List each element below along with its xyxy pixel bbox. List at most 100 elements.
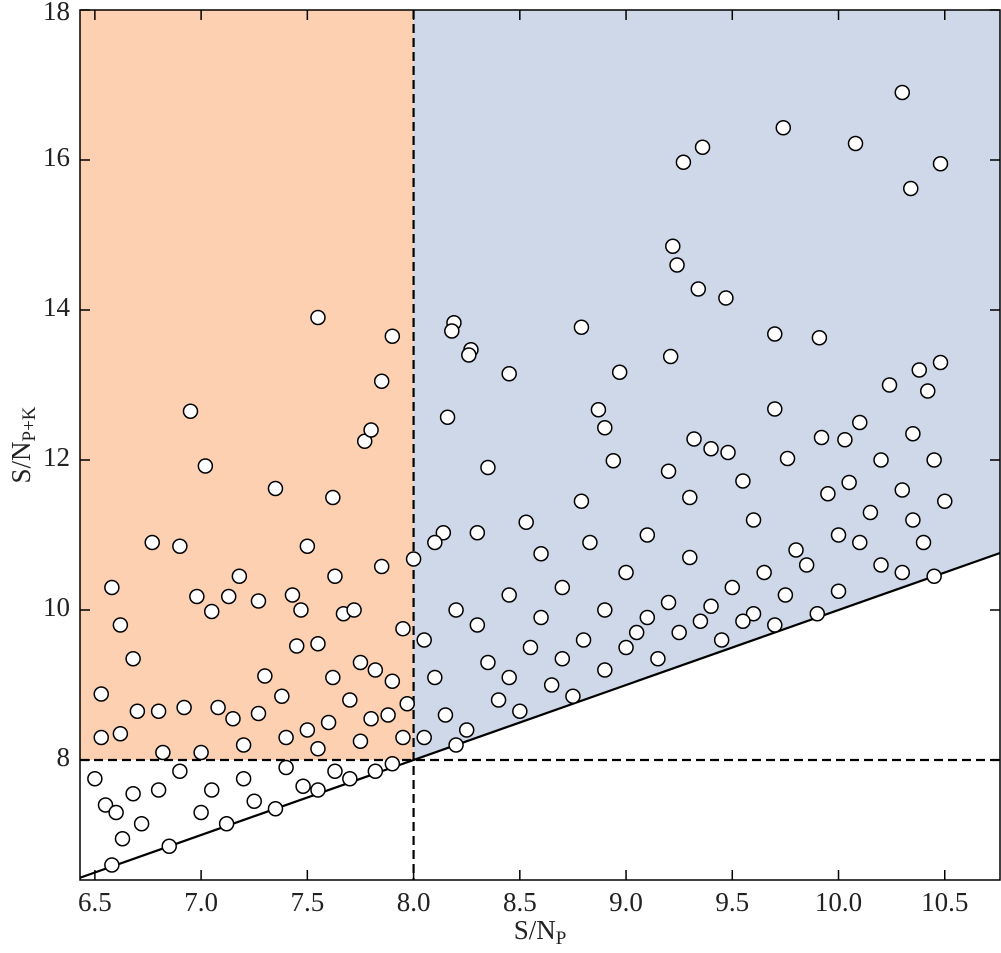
point xyxy=(767,617,783,633)
point xyxy=(597,602,613,618)
point xyxy=(327,763,343,779)
point xyxy=(671,624,687,641)
point xyxy=(703,598,719,614)
point xyxy=(937,493,953,509)
y-tick-label: 10 xyxy=(43,592,70,622)
point xyxy=(682,489,698,506)
point xyxy=(220,588,237,605)
point xyxy=(295,778,311,794)
point xyxy=(125,786,141,802)
point xyxy=(501,366,517,382)
point xyxy=(718,290,734,306)
point xyxy=(480,654,496,671)
point xyxy=(767,326,783,342)
point xyxy=(852,414,868,431)
point xyxy=(439,409,456,425)
point xyxy=(384,673,401,689)
point xyxy=(777,587,794,603)
point xyxy=(490,692,507,708)
point xyxy=(735,613,751,629)
point xyxy=(480,459,496,476)
point xyxy=(650,651,666,667)
point xyxy=(399,696,415,712)
point xyxy=(694,139,711,155)
point xyxy=(813,429,830,446)
point xyxy=(112,726,129,742)
point xyxy=(605,453,622,469)
point xyxy=(278,729,294,746)
point xyxy=(299,538,316,554)
point xyxy=(798,557,815,573)
point xyxy=(820,486,836,502)
point xyxy=(618,639,634,656)
point xyxy=(352,654,369,671)
point xyxy=(469,617,486,633)
point xyxy=(590,402,607,418)
point xyxy=(155,744,171,761)
point xyxy=(172,538,188,554)
point xyxy=(325,489,341,506)
point xyxy=(104,579,120,596)
point xyxy=(203,603,220,620)
point xyxy=(703,441,719,457)
y-tick-label: 12 xyxy=(43,442,70,472)
point xyxy=(767,401,783,417)
point xyxy=(246,793,262,809)
y-tick-label: 8 xyxy=(57,742,71,772)
point xyxy=(809,606,826,622)
plot-frame xyxy=(79,9,1001,881)
point xyxy=(501,587,517,603)
point xyxy=(193,744,209,761)
point xyxy=(932,156,949,172)
point xyxy=(533,546,549,562)
point xyxy=(97,797,114,813)
point xyxy=(448,737,464,753)
point xyxy=(176,699,192,716)
point xyxy=(920,383,936,399)
point xyxy=(573,319,590,335)
point xyxy=(363,711,379,727)
point xyxy=(235,771,252,787)
point xyxy=(745,606,762,622)
point xyxy=(327,568,343,584)
point xyxy=(639,527,656,543)
point xyxy=(235,737,252,753)
point xyxy=(573,493,590,509)
point xyxy=(554,651,571,667)
point xyxy=(435,525,452,541)
point xyxy=(811,330,828,346)
point xyxy=(346,602,362,618)
point xyxy=(293,602,309,618)
x-tick-label: 7.0 xyxy=(184,887,218,917)
point xyxy=(775,120,792,136)
point xyxy=(437,707,454,723)
point xyxy=(112,617,129,633)
point xyxy=(690,281,707,297)
point xyxy=(926,568,942,584)
point xyxy=(932,354,949,371)
point xyxy=(847,135,864,152)
point xyxy=(881,377,898,393)
x-tick-label: 7.5 xyxy=(290,887,324,917)
x-tick-label: 9.5 xyxy=(715,887,749,917)
point xyxy=(395,729,411,746)
point xyxy=(108,804,124,821)
x-tick-label: 8.5 xyxy=(503,887,537,917)
x-tick-label: 10.5 xyxy=(921,887,968,917)
point xyxy=(203,782,220,798)
point xyxy=(125,651,141,667)
point xyxy=(841,474,857,491)
point xyxy=(395,621,411,637)
point xyxy=(133,816,150,832)
point xyxy=(501,669,517,686)
left-region xyxy=(80,10,414,760)
point xyxy=(288,638,305,654)
x-tick-label: 8.0 xyxy=(397,887,431,917)
point xyxy=(682,549,698,566)
y-tick-label: 18 xyxy=(43,0,70,26)
point xyxy=(310,636,326,652)
point xyxy=(692,613,709,629)
point xyxy=(894,482,911,498)
point xyxy=(905,426,921,442)
